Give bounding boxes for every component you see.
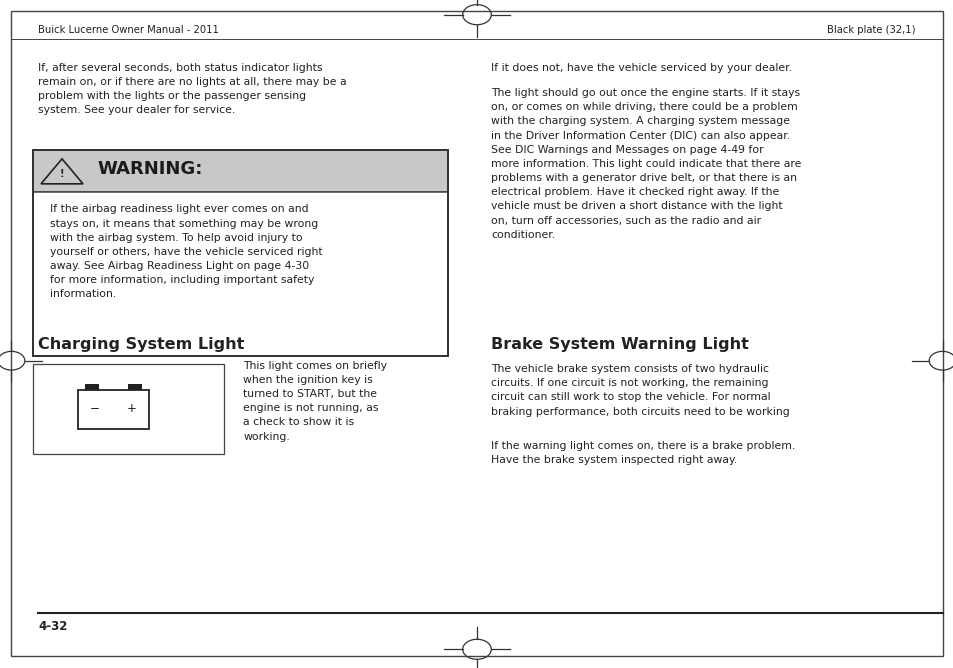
FancyBboxPatch shape [33,192,448,356]
Text: The light should go out once the engine starts. If it stays
on, or comes on whil: The light should go out once the engine … [491,88,801,240]
FancyBboxPatch shape [78,390,150,429]
Text: +: + [127,402,137,415]
Text: This light comes on briefly
when the ignition key is
turned to START, but the
en: This light comes on briefly when the ign… [243,361,387,442]
Text: Buick Lucerne Owner Manual - 2011: Buick Lucerne Owner Manual - 2011 [38,25,219,35]
Text: If, after several seconds, both status indicator lights
remain on, or if there a: If, after several seconds, both status i… [38,63,347,116]
FancyBboxPatch shape [128,383,141,389]
Text: Brake System Warning Light: Brake System Warning Light [491,337,748,352]
Text: −: − [90,402,100,415]
Text: If it does not, have the vehicle serviced by your dealer.: If it does not, have the vehicle service… [491,63,792,73]
Text: !: ! [60,169,64,179]
Text: The vehicle brake system consists of two hydraulic
circuits. If one circuit is n: The vehicle brake system consists of two… [491,364,789,417]
Text: 4-32: 4-32 [38,620,68,633]
Text: WARNING:: WARNING: [97,160,202,178]
Text: If the airbag readiness light ever comes on and
stays on, it means that somethin: If the airbag readiness light ever comes… [50,204,322,299]
Text: If the warning light comes on, there is a brake problem.
Have the brake system i: If the warning light comes on, there is … [491,441,795,465]
FancyBboxPatch shape [33,364,224,454]
FancyBboxPatch shape [33,150,448,192]
Text: Charging System Light: Charging System Light [38,337,244,352]
FancyBboxPatch shape [86,383,99,389]
Text: Black plate (32,1): Black plate (32,1) [826,25,915,35]
